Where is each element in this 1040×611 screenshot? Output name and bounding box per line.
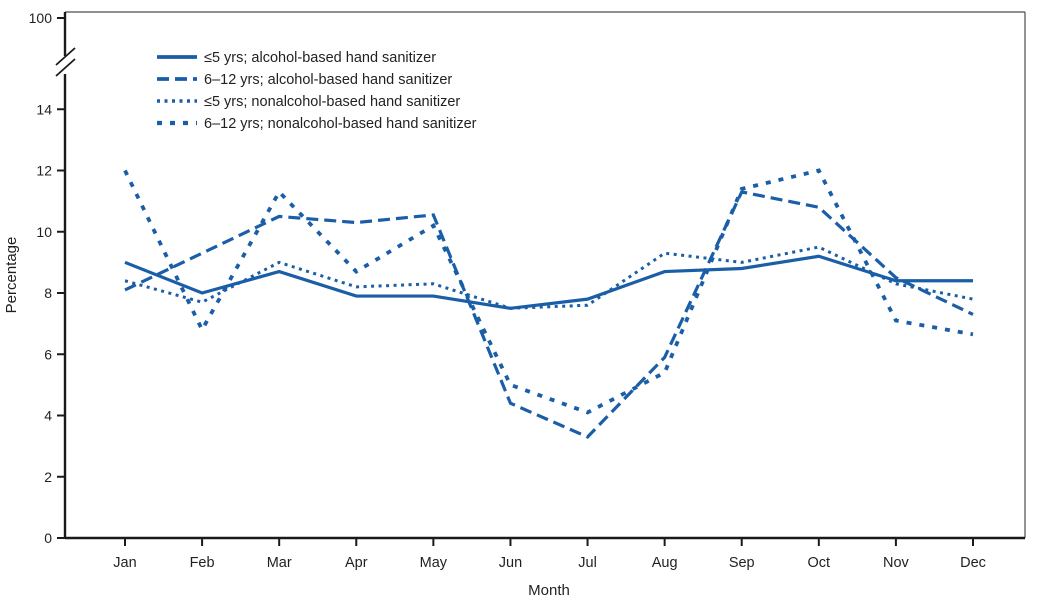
legend-item-6-12-nonalcohol: 6–12 yrs; nonalcohol-based hand sanitize…: [157, 116, 477, 132]
legend-label: ≤5 yrs; nonalcohol-based hand sanitizer: [204, 94, 460, 110]
y-tick-label: 14: [36, 101, 52, 117]
x-tick-label-aug: Aug: [652, 555, 678, 571]
x-tick-label-may: May: [420, 555, 448, 571]
series-line-le5-nonalcohol: [124, 245, 974, 310]
y-axis-title: Percentage: [3, 237, 20, 314]
x-tick-label-nov: Nov: [883, 555, 910, 571]
legend-item-le5-alcohol: ≤5 yrs; alcohol-based hand sanitizer: [157, 50, 436, 66]
x-tick-label-oct: Oct: [808, 555, 831, 571]
y-tick-label: 6: [44, 346, 52, 362]
legend: ≤5 yrs; alcohol-based hand sanitizer 6–12…: [157, 50, 477, 132]
series-line-6-12-nonalcohol: [123, 168, 974, 415]
y-tick-label: 0: [44, 530, 52, 546]
axis-break-slash: [55, 58, 76, 77]
x-tick-label-apr: Apr: [345, 555, 368, 571]
legend-label: 6–12 yrs; alcohol-based hand sanitizer: [204, 72, 452, 88]
legend-item-6-12-alcohol: 6–12 yrs; alcohol-based hand sanitizer: [157, 72, 452, 88]
y-tick-label: 12: [36, 163, 52, 179]
x-tick-label-jun: Jun: [499, 555, 522, 571]
y-tick-label: 4: [44, 408, 52, 424]
legend-label: 6–12 yrs; nonalcohol-based hand sanitize…: [204, 116, 477, 132]
y-tick-label: 10: [36, 224, 52, 240]
series-line-le5-alcohol: [124, 254, 973, 310]
y-tick-label: 2: [44, 469, 52, 485]
x-tick-label-jan: Jan: [113, 555, 136, 571]
y-tick-label-100: 100: [29, 10, 53, 26]
legend-item-le5-nonalcohol: ≤5 yrs; nonalcohol-based hand sanitizer: [157, 94, 460, 110]
x-tick-label-mar: Mar: [267, 555, 292, 571]
x-axis-title: Month: [528, 582, 570, 599]
x-tick-label-feb: Feb: [190, 555, 215, 571]
x-tick-label-sep: Sep: [729, 555, 755, 571]
x-tick-label-dec: Dec: [960, 555, 986, 571]
axis-break-slash: [55, 47, 76, 66]
legend-label: ≤5 yrs; alcohol-based hand sanitizer: [204, 50, 436, 66]
y-tick-label: 8: [44, 285, 52, 301]
series-line-6-12-alcohol: [124, 190, 974, 439]
x-tick-label-jul: Jul: [578, 555, 597, 571]
